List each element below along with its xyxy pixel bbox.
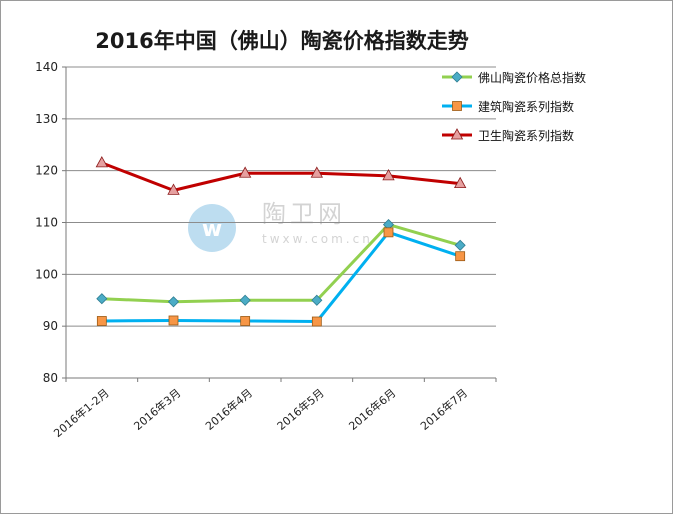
watermark: w 陶卫网 twxw.com.cn	[188, 200, 373, 252]
data-point	[168, 315, 179, 326]
series-line	[101, 230, 461, 324]
grid-lines	[66, 66, 496, 327]
series-line	[101, 161, 461, 192]
chart-title: 2016年中国（佛山）陶瓷价格指数走势	[95, 29, 468, 53]
data-point	[240, 316, 251, 326]
y-tick-label: 100	[35, 267, 58, 281]
data-point	[238, 166, 252, 178]
data-point	[382, 169, 395, 181]
series-3	[95, 156, 467, 195]
series-2	[96, 227, 466, 327]
data-point	[96, 293, 108, 305]
legend-marker	[451, 71, 463, 83]
legend-item: 卫生陶瓷系列指数	[442, 128, 574, 143]
data-point	[455, 251, 466, 262]
data-point	[96, 316, 107, 326]
x-axis-ticks: 2016年1-2月 2016年3月 2016年4月 2016年5月 2016年6月 201…	[51, 378, 497, 440]
x-tick-label: 2016年7月	[417, 386, 470, 433]
data-point	[454, 239, 466, 251]
x-tick-label: 2016年4月	[202, 386, 255, 433]
x-tick-label: 2016年1-2月	[51, 386, 112, 440]
legend-marker	[452, 101, 462, 111]
data-point	[311, 316, 322, 327]
y-tick-label: 110	[35, 216, 58, 230]
y-tick-label: 130	[35, 112, 58, 126]
watermark-name: 陶卫网	[262, 200, 346, 228]
y-tick-label: 120	[35, 164, 58, 178]
legend-item: 佛山陶瓷价格总指数	[442, 70, 586, 85]
y-tick-label: 80	[43, 371, 58, 385]
watermark-logo-icon	[188, 204, 236, 252]
data-point	[453, 176, 467, 189]
data-point	[167, 296, 180, 308]
data-point	[167, 183, 180, 195]
legend-item: 建筑陶瓷系列指数	[442, 99, 574, 114]
y-axis-ticks: 80 90 100 110 120 130 140	[35, 60, 66, 385]
legend-label: 建筑陶瓷系列指数	[478, 99, 574, 114]
legend-label: 卫生陶瓷系列指数	[478, 128, 574, 143]
x-tick-label: 2016年3月	[131, 386, 184, 433]
watermark-logo-glyph-icon: w	[202, 217, 222, 242]
data-point	[383, 227, 394, 238]
series-group	[95, 156, 467, 327]
watermark-url: twxw.com.cn	[262, 232, 373, 246]
series-line	[101, 223, 461, 304]
y-tick-label: 140	[35, 60, 58, 74]
legend-label: 佛山陶瓷价格总指数	[478, 70, 586, 85]
data-point	[311, 294, 323, 306]
data-point	[310, 166, 324, 178]
data-point	[95, 156, 109, 168]
x-tick-label: 2016年6月	[346, 386, 399, 433]
legend-marker	[450, 128, 464, 140]
data-point	[239, 294, 251, 306]
x-tick-label: 2016年5月	[274, 386, 327, 433]
y-tick-label: 90	[43, 319, 58, 333]
